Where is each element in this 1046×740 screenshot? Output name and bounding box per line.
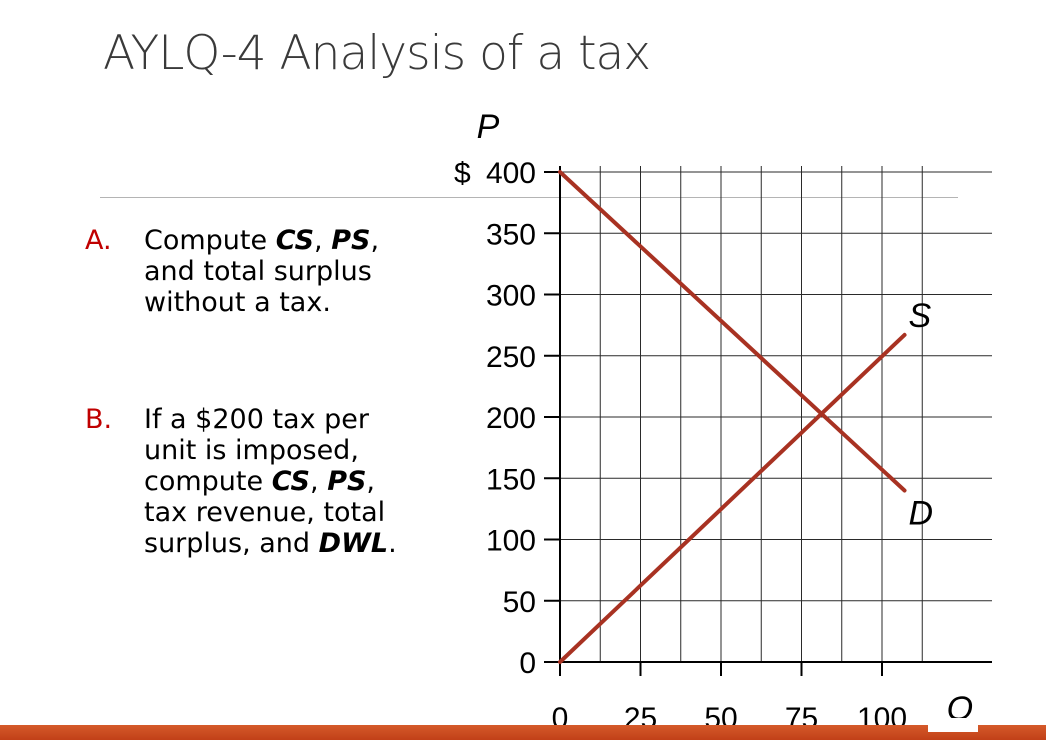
footer-accent-bar bbox=[0, 725, 1046, 740]
emphasis-term: DWL bbox=[318, 528, 389, 559]
text-run: , and total surplus without a tax. bbox=[144, 225, 380, 318]
y-tick-label: 200 bbox=[486, 402, 536, 435]
text-run: , bbox=[314, 225, 332, 256]
series-label-s: S bbox=[909, 297, 932, 335]
y-tick-label: 250 bbox=[486, 341, 536, 374]
y-tick-label: 0 bbox=[519, 647, 536, 680]
series-line-d bbox=[558, 170, 907, 493]
text-run: , bbox=[310, 466, 328, 497]
question-a-text: Compute CS, PS, and total surplus withou… bbox=[144, 225, 404, 318]
y-tick-label: 100 bbox=[486, 525, 536, 558]
emphasis-term: PS bbox=[327, 466, 367, 497]
text-run: , tax revenue, total surplus, and bbox=[144, 466, 386, 559]
y-tick-label: 150 bbox=[486, 463, 536, 496]
title-divider bbox=[100, 197, 958, 198]
footer-gap bbox=[928, 718, 978, 732]
y-tick-currency-prefix: $ bbox=[454, 157, 471, 190]
y-tick-label: 300 bbox=[486, 280, 536, 313]
emphasis-term: PS bbox=[331, 225, 371, 256]
question-b-text: If a $200 tax per unit is imposed, compu… bbox=[144, 404, 404, 559]
text-run: . bbox=[388, 528, 397, 559]
text-run: If a $200 tax per unit is imposed, compu… bbox=[144, 404, 370, 497]
text-run: Compute bbox=[144, 225, 276, 256]
y-tick-label: 350 bbox=[486, 218, 536, 251]
emphasis-term: CS bbox=[271, 466, 311, 497]
y-tick-label: 400 bbox=[486, 157, 536, 190]
series-line-s bbox=[558, 332, 907, 664]
y-tick-label: 50 bbox=[503, 586, 536, 619]
slide-title: AYLQ-4 Analysis of a tax bbox=[103, 26, 651, 81]
emphasis-term: CS bbox=[275, 225, 315, 256]
question-b-marker: B. bbox=[85, 404, 113, 435]
y-axis-label: P bbox=[477, 108, 500, 146]
series-label-d: D bbox=[909, 495, 934, 533]
question-a-marker: A. bbox=[85, 225, 112, 256]
